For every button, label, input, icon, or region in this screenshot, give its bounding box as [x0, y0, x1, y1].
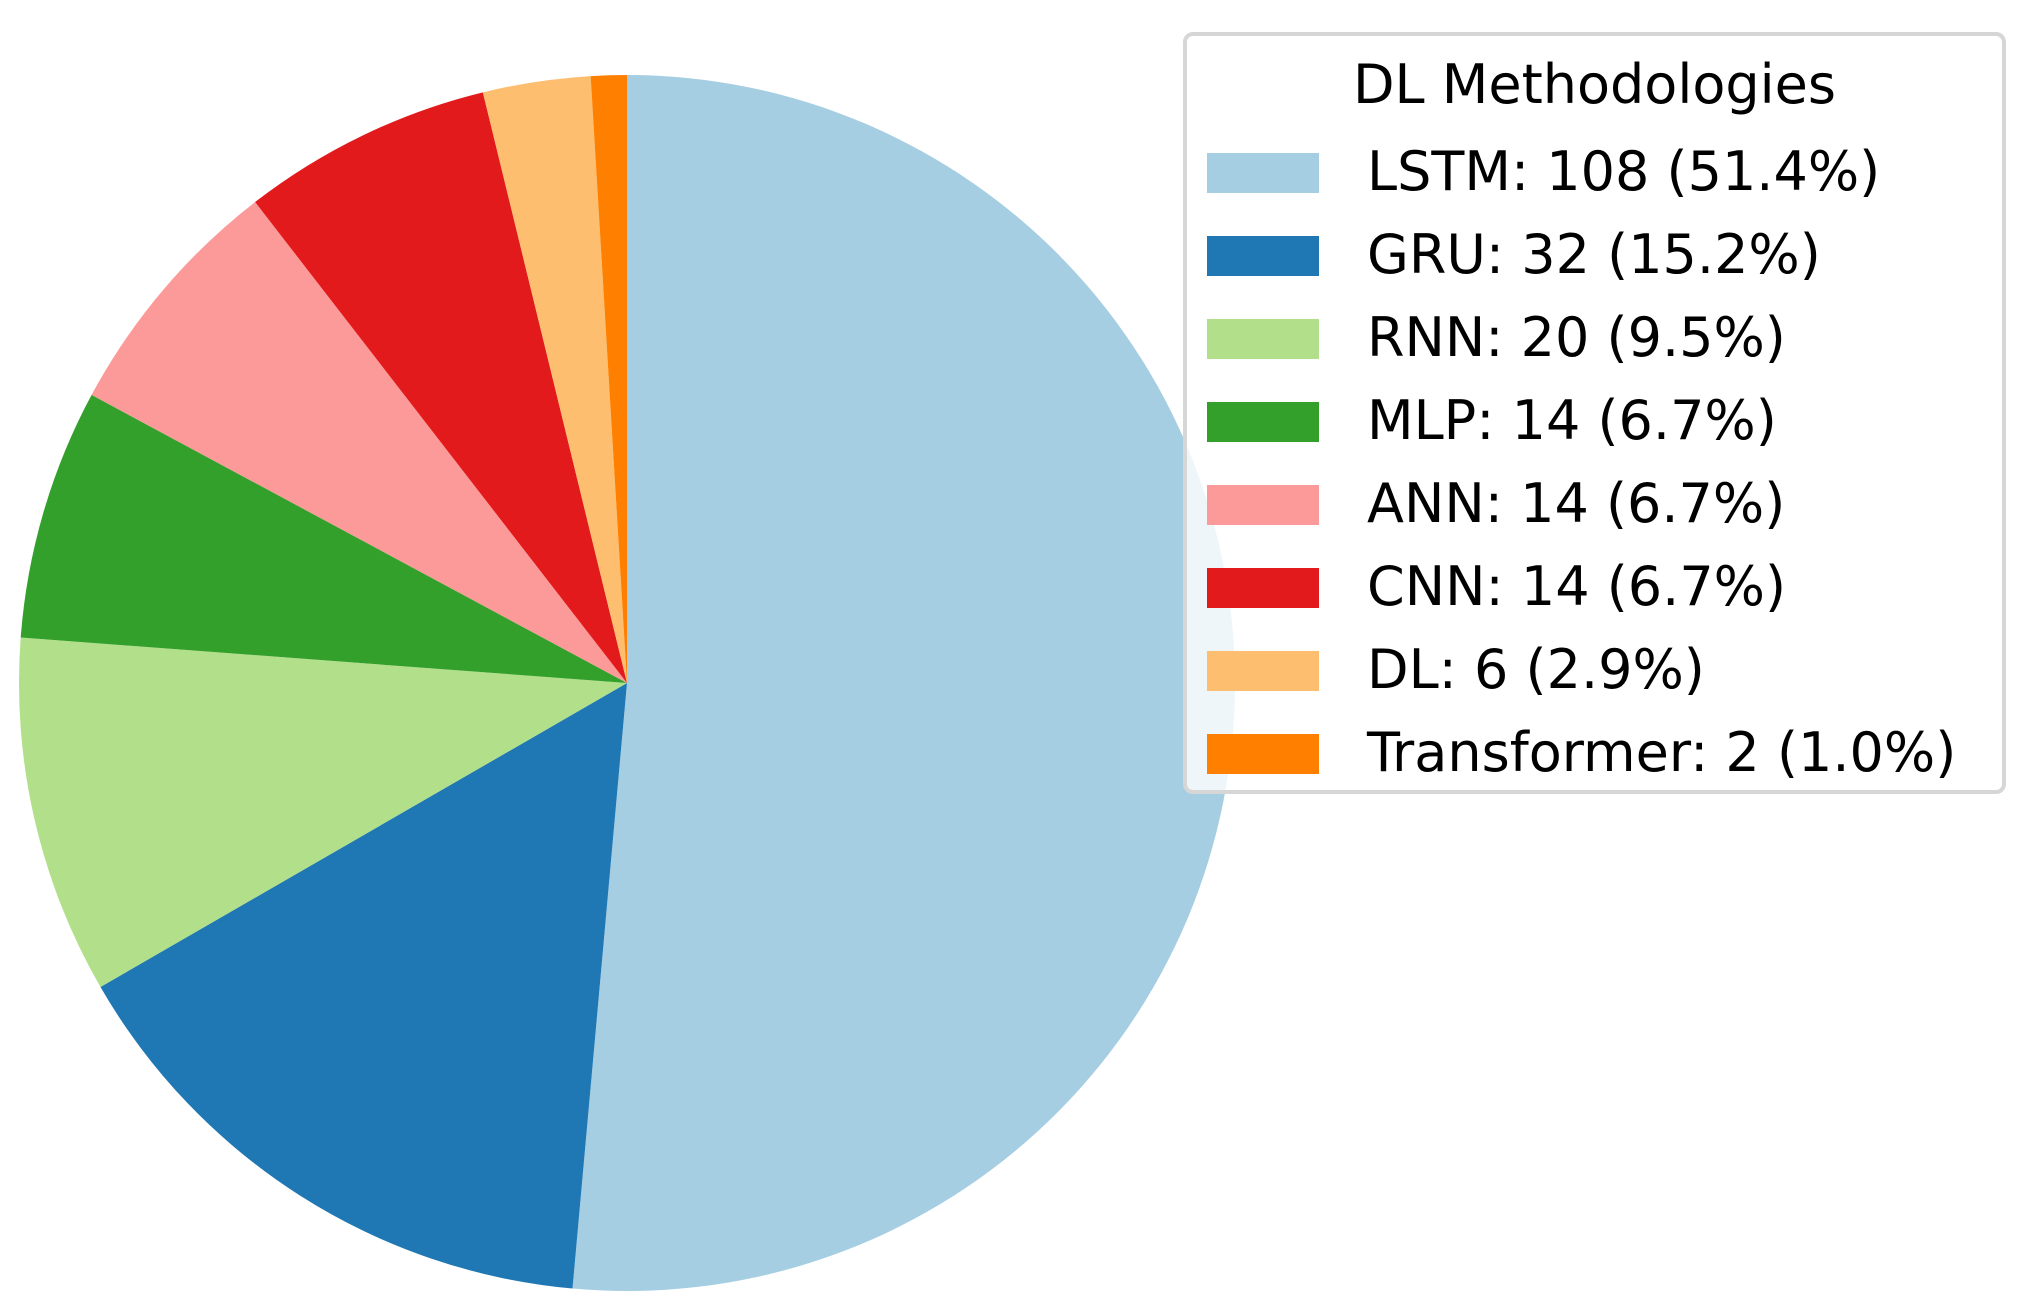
legend-item-dl: DL: 6 (2.9%): [1207, 638, 2007, 701]
pie-slice-lstm: [572, 75, 1236, 1292]
legend-swatch-lstm: [1207, 153, 1319, 193]
legend-swatch-gru: [1207, 236, 1319, 276]
pie-slice-dl: [482, 76, 627, 684]
legend-item-cnn: CNN: 14 (6.7%): [1207, 555, 2007, 618]
pie-slice-mlp: [20, 394, 627, 683]
pie-slice-rnn: [19, 637, 628, 987]
legend-swatch-transformer: [1207, 734, 1319, 774]
legend-swatch-rnn: [1207, 319, 1319, 359]
legend-label-dl: DL: 6 (2.9%): [1367, 638, 1705, 701]
legend-item-rnn: RNN: 20 (9.5%): [1207, 306, 2007, 369]
legend-item-mlp: MLP: 14 (6.7%): [1207, 389, 2007, 452]
pie-slices: [19, 75, 1236, 1292]
legend-label-rnn: RNN: 20 (9.5%): [1367, 306, 1786, 369]
legend-label-transformer: Transformer: 2 (1.0%): [1367, 721, 1957, 784]
pie-slice-transformer: [590, 75, 627, 683]
legend-item-lstm: LSTM: 108 (51.4%): [1207, 140, 2007, 203]
pie-slice-cnn: [255, 92, 627, 683]
legend-swatch-dl: [1207, 651, 1319, 691]
legend-item-transformer: Transformer: 2 (1.0%): [1207, 721, 2007, 784]
legend-item-gru: GRU: 32 (15.2%): [1207, 223, 2007, 286]
legend-label-lstm: LSTM: 108 (51.4%): [1367, 140, 1881, 203]
legend-label-mlp: MLP: 14 (6.7%): [1367, 389, 1777, 452]
legend-label-cnn: CNN: 14 (6.7%): [1367, 555, 1787, 618]
legend-title: DL Methodologies: [1352, 53, 1837, 116]
pie-slice-gru: [100, 683, 627, 1289]
legend-swatch-mlp: [1207, 402, 1319, 442]
legend-label-gru: GRU: 32 (15.2%): [1367, 223, 1821, 286]
legend-label-ann: ANN: 14 (6.7%): [1367, 472, 1786, 535]
legend-swatch-cnn: [1207, 568, 1319, 608]
legend-item-ann: ANN: 14 (6.7%): [1207, 472, 2007, 535]
legend: DL Methodologies LSTM: 108 (51.4%) GRU: …: [1183, 32, 2006, 794]
pie-slice-ann: [91, 202, 628, 683]
legend-swatch-ann: [1207, 485, 1319, 525]
